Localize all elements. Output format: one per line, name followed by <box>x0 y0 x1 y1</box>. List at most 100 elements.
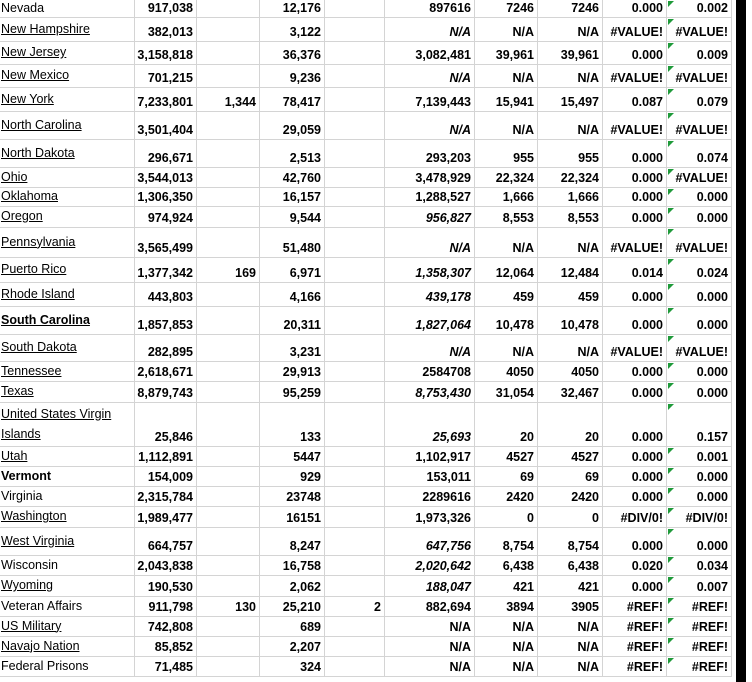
error-indicator <box>668 557 674 563</box>
row-label[interactable]: South Carolina <box>0 307 135 335</box>
row-label[interactable]: Utah <box>0 447 135 467</box>
cell <box>325 617 385 637</box>
cell: 8,553 <box>475 207 538 228</box>
row-label[interactable]: Vermont <box>0 467 135 487</box>
cell: 16,157 <box>260 188 325 207</box>
cell: N/A <box>538 637 603 657</box>
cell: 282,895 <box>135 335 197 362</box>
cell: N/A <box>385 228 475 258</box>
cell: 701,215 <box>135 65 197 88</box>
cell: #VALUE! <box>603 65 667 88</box>
cell: 6,971 <box>260 258 325 283</box>
cell: 10,478 <box>538 307 603 335</box>
cell: N/A <box>385 637 475 657</box>
row-label[interactable]: Tennessee <box>0 362 135 382</box>
cell: 9,544 <box>260 207 325 228</box>
row-label[interactable]: Washington <box>0 507 135 528</box>
cell: 0.000 <box>667 307 732 335</box>
cell: 0.087 <box>603 88 667 112</box>
row-label[interactable]: New Hampshire <box>0 18 135 42</box>
cell: 0.000 <box>603 140 667 168</box>
row-label[interactable]: North Dakota <box>0 140 135 168</box>
cell: N/A <box>385 18 475 42</box>
row-label[interactable]: Federal Prisons <box>0 657 135 677</box>
cell: 0.157 <box>667 403 732 447</box>
cell: 29,913 <box>260 362 325 382</box>
row-label[interactable]: Wisconsin <box>0 556 135 576</box>
cell: 956,827 <box>385 207 475 228</box>
row-label[interactable]: Oregon <box>0 207 135 228</box>
cell: 23748 <box>260 487 325 507</box>
cell: N/A <box>475 637 538 657</box>
cell <box>325 283 385 307</box>
cell: 20,311 <box>260 307 325 335</box>
row-label[interactable]: US Military <box>0 617 135 637</box>
cell: 293,203 <box>385 140 475 168</box>
cell: 2,043,838 <box>135 556 197 576</box>
cell <box>325 18 385 42</box>
row-label[interactable]: West Virginia <box>0 528 135 556</box>
cell: N/A <box>475 657 538 677</box>
cell <box>325 188 385 207</box>
row-label[interactable]: South Dakota <box>0 335 135 362</box>
cell: 0.000 <box>603 188 667 207</box>
cell: #REF! <box>667 657 732 677</box>
cell: 0.000 <box>603 447 667 467</box>
row-label[interactable]: Virginia <box>0 487 135 507</box>
cell: 1,288,527 <box>385 188 475 207</box>
cell: 0.000 <box>667 467 732 487</box>
cell: #VALUE! <box>603 228 667 258</box>
row-label[interactable]: New Jersey <box>0 42 135 65</box>
cell: N/A <box>385 617 475 637</box>
row-label[interactable]: Puerto Rico <box>0 258 135 283</box>
cell: #VALUE! <box>667 228 732 258</box>
cell: 1,102,917 <box>385 447 475 467</box>
cell: N/A <box>475 18 538 42</box>
cell: 8,553 <box>538 207 603 228</box>
cell: 0.024 <box>667 258 732 283</box>
row-label[interactable]: Navajo Nation <box>0 637 135 657</box>
row-label[interactable]: North Carolina <box>0 112 135 140</box>
error-indicator <box>668 113 674 119</box>
cell: 0.000 <box>667 382 732 403</box>
cell: 1,377,342 <box>135 258 197 283</box>
row-label[interactable]: Pennsylvania <box>0 228 135 258</box>
cell: 7246 <box>475 0 538 18</box>
row-label[interactable]: Oklahoma <box>0 188 135 207</box>
row-label[interactable]: Wyoming <box>0 576 135 597</box>
row-label[interactable]: United States Virgin Islands <box>0 403 135 447</box>
cell <box>197 507 260 528</box>
cell <box>325 0 385 18</box>
error-indicator <box>668 577 674 583</box>
cell: #VALUE! <box>667 112 732 140</box>
row-label[interactable]: Rhode Island <box>0 283 135 307</box>
cell: 0.000 <box>603 362 667 382</box>
cell: 20 <box>475 403 538 447</box>
cell: 0 <box>475 507 538 528</box>
row-label[interactable]: Veteran Affairs <box>0 597 135 617</box>
row-label[interactable]: Nevada <box>0 0 135 18</box>
error-indicator <box>668 229 674 235</box>
cell <box>325 258 385 283</box>
cell: 955 <box>538 140 603 168</box>
cell: 296,671 <box>135 140 197 168</box>
cell: 16151 <box>260 507 325 528</box>
row-label[interactable]: New Mexico <box>0 65 135 88</box>
cell <box>325 467 385 487</box>
cell: 8,879,743 <box>135 382 197 403</box>
cell: 974,924 <box>135 207 197 228</box>
cell: N/A <box>538 617 603 637</box>
cell: 31,054 <box>475 382 538 403</box>
row-label[interactable]: New York <box>0 88 135 112</box>
row-label[interactable]: Ohio <box>0 168 135 188</box>
cell: #VALUE! <box>667 18 732 42</box>
error-indicator <box>668 404 674 410</box>
cell: 8,754 <box>475 528 538 556</box>
cell: 3,122 <box>260 18 325 42</box>
cell <box>197 188 260 207</box>
cell <box>325 168 385 188</box>
cell: 0.000 <box>667 528 732 556</box>
cell: 12,064 <box>475 258 538 283</box>
row-label[interactable]: Texas <box>0 382 135 403</box>
